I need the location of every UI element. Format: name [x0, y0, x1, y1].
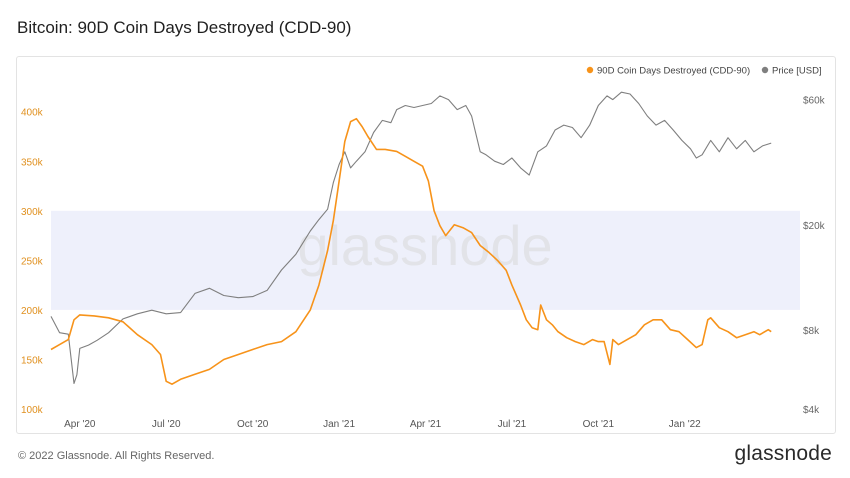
- y-left-tick-label: 250k: [21, 256, 44, 267]
- x-tick-label: Jul '21: [498, 419, 527, 430]
- price-series-line: [50, 91, 772, 385]
- legend-cdd-marker: [586, 66, 594, 74]
- y-left-tick-label: 300k: [21, 207, 44, 218]
- x-tick-label: Jul '20: [152, 419, 181, 430]
- y-right-tick-label: $4k: [803, 405, 820, 416]
- highlight-band: [51, 210, 800, 310]
- y-left-tick-label: 400k: [21, 108, 44, 119]
- y-left-tick-label: 200k: [21, 306, 44, 317]
- cdd-series-line: [50, 117, 772, 385]
- copyright-text: © 2022 Glassnode. All Rights Reserved.: [18, 450, 215, 462]
- page-title: Bitcoin: 90D Coin Days Destroyed (CDD-90…: [17, 18, 352, 37]
- x-tick-label: Jan '22: [669, 419, 701, 430]
- y-left-tick-label: 150k: [21, 355, 44, 366]
- brand-logo[interactable]: glassnode: [734, 442, 832, 465]
- x-tick-label: Oct '21: [583, 419, 615, 430]
- y-left-tick-label: 100k: [21, 405, 44, 416]
- chart-svg[interactable]: glassnode 100k 150k 200k 250k 300k 350k 400k $4…: [17, 57, 835, 433]
- y-right-tick-label: $8k: [803, 326, 820, 337]
- legend-price-marker: [761, 66, 769, 74]
- chart-card: glassnode 100k 150k 200k 250k 300k 350k 400k $4…: [16, 56, 836, 434]
- x-tick-label: Apr '21: [410, 419, 442, 430]
- x-tick-label: Apr '20: [64, 419, 96, 430]
- x-tick-label: Jan '21: [323, 419, 355, 430]
- y-right-tick-label: $60k: [803, 96, 826, 107]
- y-left-tick-label: 350k: [21, 157, 44, 168]
- legend-cdd-label: 90D Coin Days Destroyed (CDD-90): [597, 66, 750, 77]
- x-tick-label: Oct '20: [237, 419, 269, 430]
- legend-price-label: Price [USD]: [772, 66, 822, 77]
- watermark-logo: glassnode: [297, 214, 552, 277]
- y-right-tick-label: $20k: [803, 221, 826, 232]
